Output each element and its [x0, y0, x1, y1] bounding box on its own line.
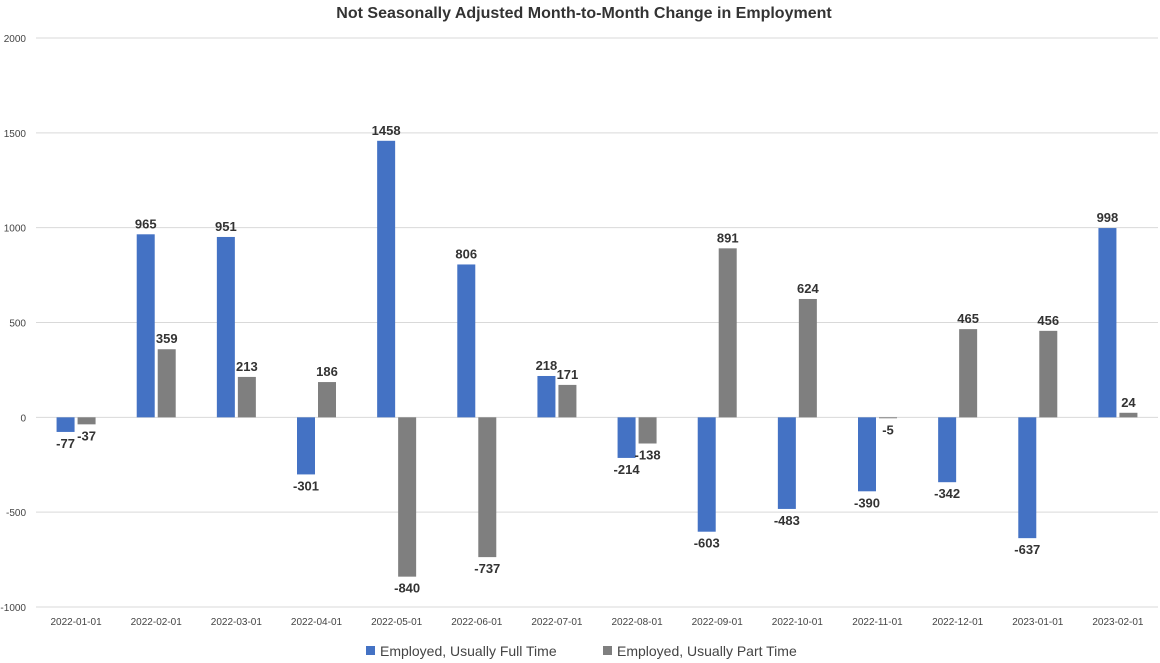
data-label-part-time: -840 [394, 581, 420, 596]
legend-swatch-full-time [366, 646, 375, 655]
y-tick-label: -500 [6, 508, 26, 519]
data-label-full-time: -483 [774, 513, 800, 528]
x-tick-label: 2023-01-01 [1012, 617, 1064, 628]
chart-title: Not Seasonally Adjusted Month-to-Month C… [336, 5, 832, 22]
legend: Employed, Usually Full Time Employed, Us… [366, 643, 797, 659]
data-label-full-time: -301 [293, 478, 319, 493]
data-label-part-time: 186 [316, 364, 338, 379]
bar-full-time-2023-01-01 [1018, 417, 1037, 539]
data-label-full-time: -214 [614, 462, 641, 477]
x-tick-label: 2022-01-01 [50, 617, 102, 628]
x-tick-label: 2022-10-01 [772, 617, 824, 628]
bar-part-time-2022-05-01 [398, 417, 417, 577]
data-label-part-time: 24 [1121, 395, 1136, 410]
x-tick-label: 2023-02-01 [1092, 617, 1144, 628]
bar-part-time-2022-11-01 [879, 417, 897, 419]
y-tick-label: 0 [20, 413, 26, 424]
x-tick-label: 2022-06-01 [451, 617, 503, 628]
bar-part-time-2022-04-01 [318, 382, 336, 418]
bar-full-time-2022-06-01 [457, 264, 476, 418]
data-label-full-time: -603 [694, 536, 720, 551]
bar-full-time-2022-07-01 [537, 375, 556, 418]
data-label-full-time: 965 [135, 216, 157, 231]
legend-swatch-part-time [603, 646, 612, 655]
y-tick-label: 2000 [4, 34, 27, 45]
bar-part-time-2023-01-01 [1039, 330, 1058, 418]
bar-full-time-2022-12-01 [938, 417, 957, 483]
data-label-part-time: -5 [882, 422, 894, 437]
data-label-part-time: 891 [717, 230, 739, 245]
bar-part-time-2022-09-01 [718, 248, 737, 418]
data-label-full-time: -342 [934, 486, 960, 501]
x-tick-label: 2022-03-01 [211, 617, 263, 628]
grid-lines [36, 37, 1158, 608]
data-label-part-time: 624 [797, 281, 819, 296]
x-tick-label: 2022-11-01 [852, 617, 903, 628]
bar-part-time-2022-01-01 [77, 417, 96, 425]
bar-full-time-2022-01-01 [56, 417, 75, 432]
bar-part-time-2022-06-01 [478, 417, 497, 558]
data-label-part-time: 213 [236, 359, 258, 374]
data-label-full-time: -390 [854, 495, 880, 510]
legend-label-part-time: Employed, Usually Part Time [617, 643, 797, 659]
data-label-part-time: 456 [1037, 313, 1059, 328]
bar-full-time-2022-04-01 [297, 417, 315, 475]
data-label-full-time: 806 [455, 246, 477, 261]
data-label-full-time: 218 [536, 358, 558, 373]
y-tick-label: -1000 [0, 603, 26, 614]
y-tick-label: 1000 [4, 224, 27, 235]
x-tick-label: 2022-08-01 [611, 617, 663, 628]
data-label-part-time: 171 [557, 367, 579, 382]
bar-full-time-2022-09-01 [697, 417, 716, 532]
bar-full-time-2022-02-01 [136, 234, 155, 418]
data-label-full-time: 1458 [372, 123, 401, 138]
x-tick-label: 2022-12-01 [932, 617, 984, 628]
y-tick-label: 500 [9, 319, 26, 330]
bar-full-time-2022-10-01 [777, 417, 796, 509]
x-tick-label: 2022-07-01 [531, 617, 583, 628]
data-label-full-time: 998 [1097, 210, 1119, 225]
x-axis-ticks: 2022-01-01 2022-02-01 2022-03-01 2022-04-01… [50, 617, 1143, 628]
bar-part-time-2022-10-01 [798, 298, 817, 418]
bar-full-time-2022-03-01 [216, 236, 235, 418]
y-tick-label: 1500 [4, 129, 27, 140]
x-tick-label: 2022-05-01 [371, 617, 423, 628]
bar-full-time-2023-02-01 [1098, 228, 1117, 418]
data-label-part-time: -737 [474, 561, 500, 576]
bar-part-time-2022-03-01 [237, 376, 256, 418]
data-labels: -77-37 965 359 951 213 -301 186 1458 -840 806 -737… [56, 123, 1136, 596]
x-tick-label: 2022-04-01 [291, 617, 343, 628]
bar-part-time-2022-08-01 [638, 417, 657, 444]
legend-label-full-time: Employed, Usually Full Time [380, 643, 557, 659]
data-label-full-time: -77 [56, 436, 75, 451]
data-label-part-time: -37 [77, 428, 96, 443]
data-label-part-time: 359 [156, 331, 178, 346]
y-axis-ticks: -1000 -500 0 500 1000 1500 2000 [0, 34, 26, 614]
data-label-full-time: 951 [215, 219, 237, 234]
x-tick-label: 2022-09-01 [692, 617, 744, 628]
x-tick-label: 2022-02-01 [131, 617, 183, 628]
bar-part-time-2023-02-01 [1119, 412, 1138, 418]
bar-part-time-2022-12-01 [959, 329, 978, 418]
data-label-part-time: -138 [635, 448, 661, 463]
bar-part-time-2022-02-01 [157, 349, 176, 418]
bars [56, 140, 1138, 577]
bar-part-time-2022-07-01 [558, 384, 577, 418]
bar-full-time-2022-05-01 [377, 140, 396, 418]
data-label-part-time: 465 [957, 311, 979, 326]
bar-full-time-2022-11-01 [858, 417, 876, 492]
data-label-full-time: -637 [1014, 542, 1040, 557]
bar-full-time-2022-08-01 [617, 417, 636, 458]
